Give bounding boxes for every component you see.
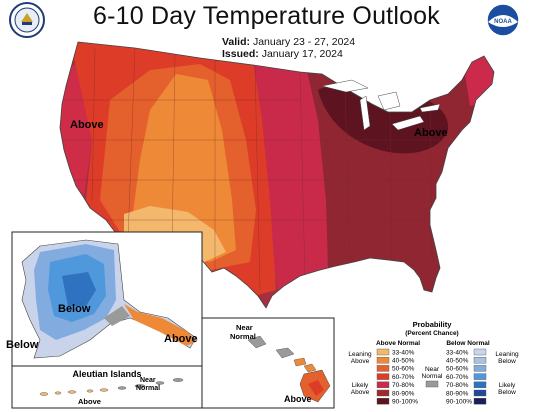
legend-above-bin-label-5: 80-90% [392,390,415,397]
label-above-alaska-southeast: Above [164,333,198,345]
legend-leaning-below-1: Leaning [495,351,519,358]
hawaii-inset: Near Normal Above [201,317,335,409]
legend-below-swatch-0 [473,348,487,356]
legend-above-swatch-6 [376,398,390,405]
legend-below-swatch-5 [473,389,487,397]
legend-title: Probability [413,320,453,329]
label-below-alaska-west: Below [6,339,39,351]
legend-above-swatch-0 [376,348,390,356]
legend: Probability (Percent Chance) Above Norma… [348,320,519,406]
noaa-logo: NOAA [486,3,520,37]
legend-leaning-below-2: Below [498,358,516,365]
great-lakes [321,79,441,131]
legend-below-swatch-3 [473,373,487,380]
legend-subtitle: (Percent Chance) [405,330,458,337]
legend-below-bin-label-2: 50-60% [446,366,469,373]
legend-likely-below-1: Likely [499,382,516,389]
legend-above-bin-label-0: 33-40% [392,349,415,356]
legend-above-bin-label-6: 90-100% [392,399,418,406]
commerce-seal-logo [9,2,45,38]
legend-above-bin-label-2: 50-60% [392,366,415,373]
legend-below-bin-label-0: 33-40% [446,349,469,356]
aleutian-inset: Aleutian Islands Above Near Normal [11,365,203,409]
noaa-logo-text: NOAA [494,19,512,25]
legend-above-swatch-2 [376,365,390,372]
hawaii-label-near: Near [236,323,253,332]
valid-dates: Valid: January 23 - 27, 2024 [222,36,355,48]
legend-near-2: Normal [422,373,444,380]
issued-value: January 17, 2024 [261,48,343,60]
legend-below-bin-label-3: 60-70% [446,374,469,381]
legend-near-1: Near [425,366,440,373]
legend-near-swatch [425,380,439,388]
legend-likely-below-2: Below [498,389,516,396]
legend-above-rows: 33-40% 40-50%50-60%60-70%70-80%80-90% 90-1… [376,348,418,406]
legend-below-rows: 33-40% 40-50%50-60%60-70%70-80%80-90% 90-1… [446,348,487,406]
legend-above-header: Above Normal [376,340,420,347]
legend-below-bin-label-4: 70-80% [446,382,469,389]
valid-label: Valid: [222,36,251,48]
issued-label: Issued: [222,48,259,60]
legend-below-swatch-6 [473,398,487,405]
legend-below-bin-label-6: 90-100% [446,399,472,406]
label-below-alaska: Below [58,303,91,315]
legend-below-bin-label-5: 80-90% [446,390,469,397]
legend-above-bin-label-1: 40-50% [392,358,415,365]
legend-below-header: Below Normal [446,340,490,347]
aleutian-title: Aleutian Islands [72,369,141,379]
legend-above-swatch-3 [376,373,390,380]
label-above-northeast: Above [414,127,448,139]
legend-leaning-above-2: Above [351,358,370,365]
alaska-inset: Below Above [11,231,203,367]
aleutian-label-normal: Normal [136,385,160,392]
legend-above-swatch-5 [376,389,390,397]
hawaii-label-above: Above [284,394,312,404]
legend-below-swatch-4 [473,381,487,388]
label-above-west: Above [70,119,104,131]
legend-below-swatch-1 [473,357,487,364]
valid-value: January 23 - 27, 2024 [252,36,356,48]
legend-likely-above-2: Above [351,389,370,396]
issued-date: Issued: January 17, 2024 [222,48,343,60]
legend-above-swatch-1 [376,357,390,364]
hawaii-label-normal: Normal [230,332,256,341]
legend-above-bin-label-3: 60-70% [392,374,415,381]
legend-leaning-above-1: Leaning [348,351,372,358]
aleutian-label-above: Above [78,397,101,406]
legend-above-bin-label-4: 70-80% [392,382,415,389]
aleutian-label-near: Near [140,377,156,384]
page-title: 6-10 Day Temperature Outlook [93,2,440,30]
legend-likely-above-1: Likely [352,382,369,389]
legend-below-swatch-2 [473,365,487,372]
legend-below-bin-label-1: 40-50% [446,358,469,365]
legend-above-swatch-4 [376,381,390,388]
